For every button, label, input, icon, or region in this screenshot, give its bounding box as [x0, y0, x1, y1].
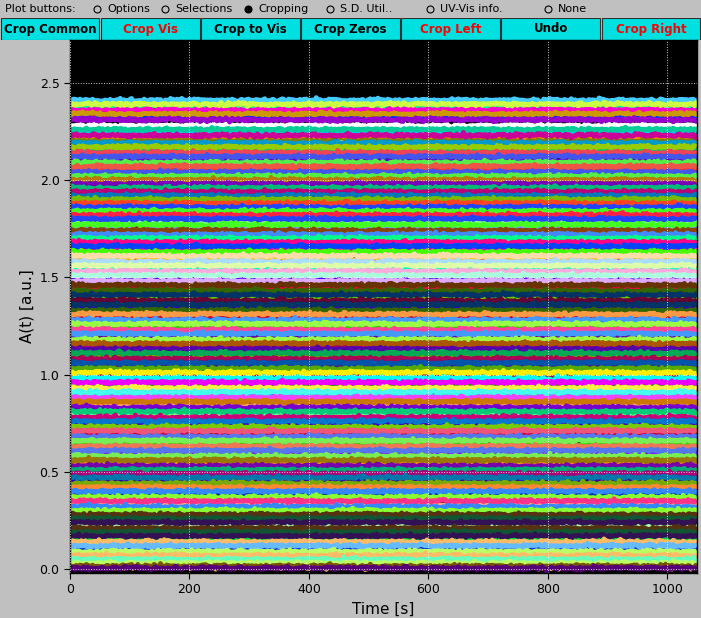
Bar: [601, 19, 700, 40]
Text: Crop Right: Crop Right: [615, 22, 686, 35]
Text: Crop Vis: Crop Vis: [123, 22, 178, 35]
Bar: [101, 19, 200, 40]
Bar: [301, 19, 400, 40]
Text: Selections: Selections: [175, 4, 232, 14]
X-axis label: Time [s]: Time [s]: [353, 602, 415, 617]
Text: S.D. Util..: S.D. Util..: [340, 4, 393, 14]
Text: Undo: Undo: [533, 22, 568, 35]
Bar: [401, 19, 500, 40]
Text: Plot buttons:: Plot buttons:: [5, 4, 76, 14]
Text: None: None: [558, 4, 587, 14]
Text: Crop Left: Crop Left: [420, 22, 482, 35]
Text: Crop Zeros: Crop Zeros: [314, 22, 387, 35]
Y-axis label: A(t) [a.u.]: A(t) [a.u.]: [19, 269, 34, 344]
Bar: [1, 19, 100, 40]
Bar: [201, 19, 300, 40]
Text: Cropping: Cropping: [258, 4, 308, 14]
Text: Crop Common: Crop Common: [4, 22, 96, 35]
Text: Options: Options: [107, 4, 150, 14]
Text: Crop to Vis: Crop to Vis: [214, 22, 287, 35]
Text: UV-Vis info.: UV-Vis info.: [440, 4, 503, 14]
Bar: [501, 19, 600, 40]
